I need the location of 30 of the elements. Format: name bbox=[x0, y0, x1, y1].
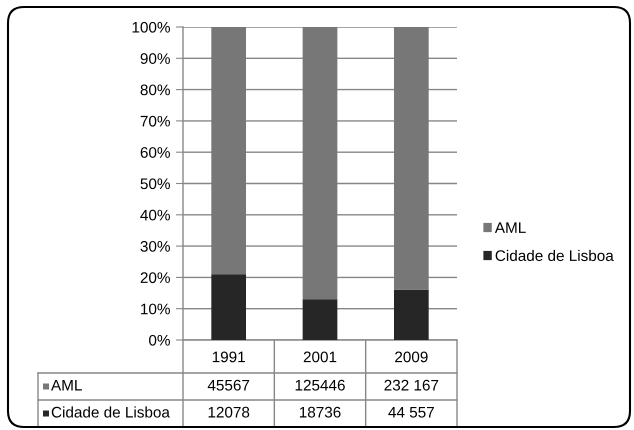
bar bbox=[302, 299, 338, 340]
bar bbox=[394, 27, 429, 290]
y-tick-label: 80% bbox=[140, 84, 170, 96]
y-tick-label: 50% bbox=[140, 178, 170, 190]
y-tick-label: 60% bbox=[140, 147, 170, 158]
legend-label: AML bbox=[494, 222, 526, 233]
y-tick-label: 0% bbox=[149, 334, 170, 346]
text: 125446 bbox=[296, 380, 345, 391]
x-tick-label: 1991 bbox=[212, 352, 245, 362]
y-tick-label: 30% bbox=[140, 240, 170, 252]
y-tick-label: 100% bbox=[132, 22, 170, 33]
bar bbox=[211, 274, 246, 340]
y-tick-label: 90% bbox=[140, 53, 170, 64]
y-tick-label: 10% bbox=[141, 304, 170, 314]
bar bbox=[211, 27, 246, 274]
text: 44 557 bbox=[388, 406, 434, 418]
y-tick-label: 40% bbox=[140, 210, 170, 220]
y-tick-label: 20% bbox=[140, 272, 170, 284]
text: 12078 bbox=[208, 406, 250, 418]
y-tick-label: 70% bbox=[140, 116, 170, 127]
text: AML bbox=[51, 380, 82, 390]
text: Cidade de Lisboa bbox=[52, 406, 170, 418]
legend-label: Cidade de Lisboa bbox=[496, 250, 614, 262]
bar bbox=[394, 290, 429, 340]
bar bbox=[302, 27, 338, 300]
x-tick-label: 2009 bbox=[395, 352, 428, 362]
text: 232 167 bbox=[384, 380, 438, 391]
text: 18736 bbox=[300, 406, 341, 418]
x-tick-label: 2001 bbox=[304, 352, 336, 362]
text: 45567 bbox=[208, 380, 250, 391]
